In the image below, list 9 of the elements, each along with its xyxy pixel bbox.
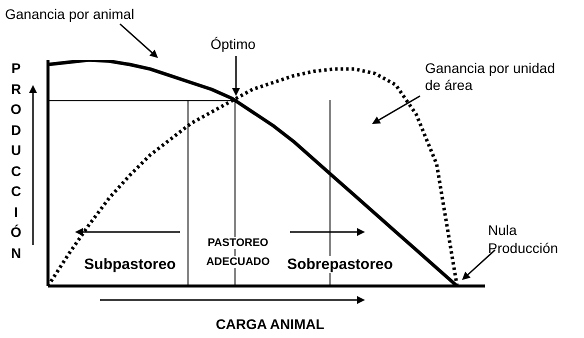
text: Nula Producción [488, 222, 558, 256]
x-axis-title: CARGA ANIMAL [214, 316, 326, 333]
annotation: PASTOREO ADECUADO [206, 237, 270, 268]
text: Óptimo [210, 36, 256, 52]
annotation: Sobrepastoreo [287, 256, 393, 273]
text: PRODUCCIÓN [10, 60, 22, 260]
series-label: Ganancia por unidad de área [425, 60, 555, 94]
annotation: Subpastoreo [84, 256, 176, 273]
text: Ganancia por animal [5, 6, 136, 23]
